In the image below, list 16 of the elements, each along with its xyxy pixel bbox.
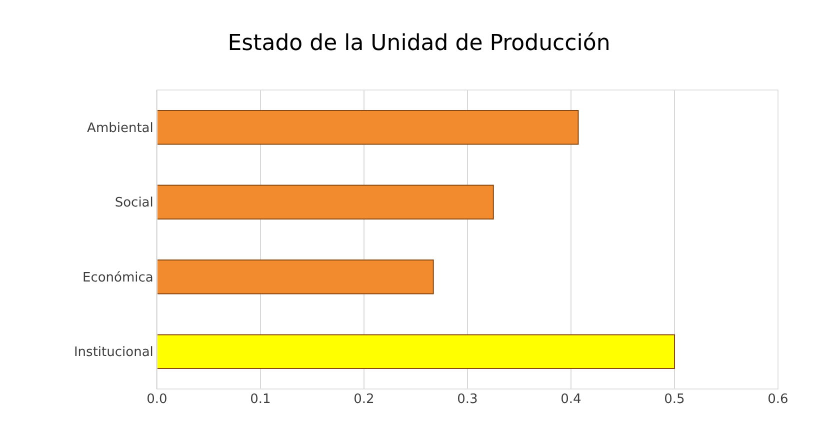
bar <box>157 260 434 294</box>
y-tick-label: Institucional <box>74 345 154 360</box>
bar <box>157 334 675 369</box>
y-tick-label: Social <box>114 196 154 211</box>
x-tick-label: 0.4 <box>560 392 582 407</box>
x-tick-label: 0.3 <box>457 392 478 407</box>
x-tick-label: 0.1 <box>250 392 271 407</box>
x-tick-label: 0.2 <box>354 392 374 407</box>
y-tick-label: Ambiental <box>87 120 154 136</box>
x-tick-label: 0.6 <box>768 392 788 407</box>
y-tick-label: Económica <box>82 270 154 286</box>
bar <box>157 110 579 145</box>
chart-title: Estado de la Unidad de Producción <box>228 30 610 56</box>
x-tick-label: 0.5 <box>664 392 685 407</box>
bar <box>157 184 494 220</box>
x-tick-label: 0.0 <box>146 392 168 407</box>
